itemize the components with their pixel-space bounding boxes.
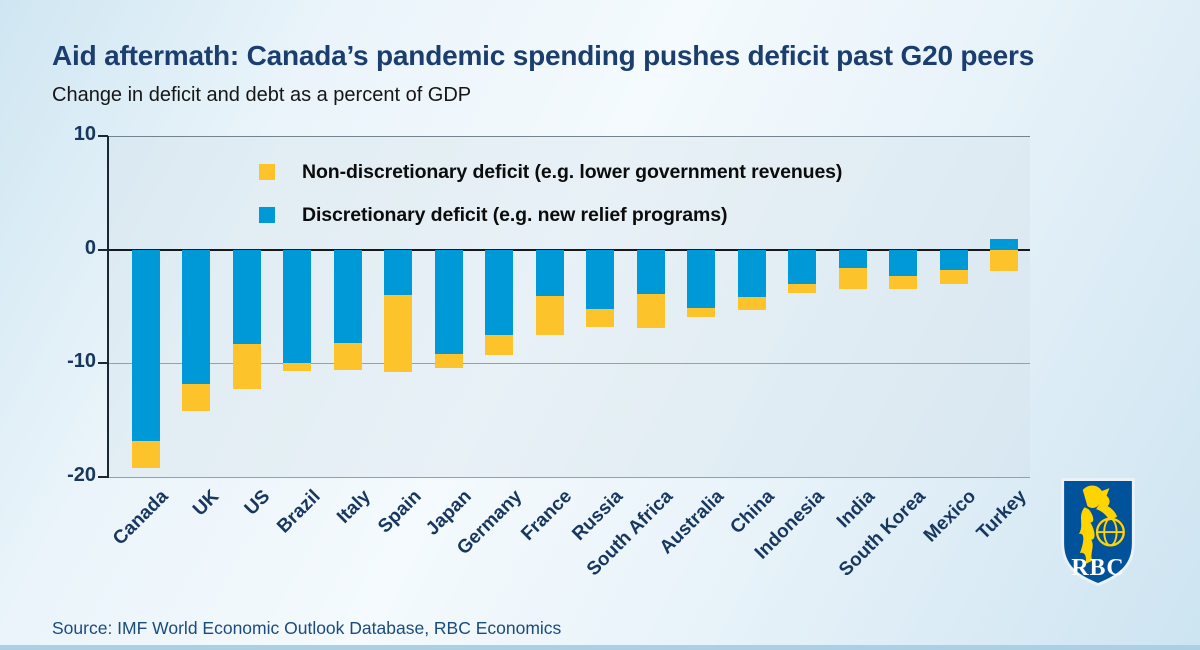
rbc-logo: RBC <box>1056 472 1140 594</box>
source-note: Source: IMF World Economic Outlook Datab… <box>52 618 562 638</box>
non-discretionary-swatch-icon <box>259 164 275 180</box>
bar-australia-non-discretionary <box>687 307 716 317</box>
bar-us-non-discretionary <box>232 344 261 390</box>
x-axis-label-italy: Italy <box>332 486 375 528</box>
page-title: Aid aftermath: Canada’s pandemic spendin… <box>52 40 1035 71</box>
bar-indonesia-discretionary <box>788 249 817 284</box>
bar-germany-discretionary <box>485 249 514 335</box>
y-axis-tick--10 <box>98 362 108 365</box>
bar-germany-non-discretionary <box>485 334 514 356</box>
bar-italy-non-discretionary <box>333 342 362 371</box>
x-axis-label-us: US <box>240 486 274 520</box>
discretionary-swatch-icon <box>259 207 275 223</box>
plot-area <box>108 136 1030 477</box>
y-tick-label-0: 0 <box>84 236 96 259</box>
bar-india-non-discretionary <box>838 267 867 290</box>
y-tick-label-10: 10 <box>73 123 96 145</box>
gridline--20 <box>108 476 1030 478</box>
y-axis-tick-0 <box>98 248 108 251</box>
page-subtitle: Change in deficit and debt as a percent … <box>52 84 472 106</box>
bar-mexico-discretionary <box>939 249 968 271</box>
bar-spain-discretionary <box>384 249 413 296</box>
rbc-shield-icon: RBC <box>1061 478 1135 587</box>
bar-mexico-non-discretionary <box>939 270 968 284</box>
bar-china-discretionary <box>737 249 766 298</box>
x-axis-label-mexico: Mexico <box>919 486 981 547</box>
bar-france-non-discretionary <box>535 296 564 335</box>
legend-item-non-discretionary: Non-discretionary deficit (e.g. lower go… <box>259 160 842 184</box>
y-axis-tick-10 <box>98 135 108 137</box>
bar-japan-discretionary <box>434 249 463 355</box>
y-axis-tick--20 <box>98 476 108 478</box>
legend-label-discretionary: Discretionary deficit (e.g. new relief p… <box>302 203 728 226</box>
bar-indonesia-non-discretionary <box>788 283 817 293</box>
x-axis-label-spain: Spain <box>373 486 426 538</box>
bar-russia-non-discretionary <box>586 308 615 327</box>
bar-china-non-discretionary <box>737 297 766 310</box>
bar-india-discretionary <box>838 249 867 268</box>
bar-japan-non-discretionary <box>434 354 463 368</box>
gridline-0 <box>108 248 1030 251</box>
bar-france-discretionary <box>535 249 564 297</box>
x-axis-label-canada: Canada <box>109 486 173 550</box>
bar-canada-discretionary <box>132 249 160 441</box>
bar-us-discretionary <box>232 249 261 344</box>
gridline-10 <box>108 135 1030 137</box>
x-axis-label-turkey: Turkey <box>972 486 1031 544</box>
bar-south-korea-discretionary <box>889 249 918 276</box>
bottom-edge-strip <box>0 645 1200 650</box>
bar-south-africa-non-discretionary <box>636 293 665 329</box>
bar-brazil-discretionary <box>283 249 312 364</box>
bar-south-africa-discretionary <box>636 249 665 294</box>
bar-italy-discretionary <box>333 249 362 343</box>
bar-turkey-non-discretionary <box>989 249 1018 272</box>
x-axis-label-france: France <box>517 486 577 545</box>
bar-brazil-non-discretionary <box>283 363 312 372</box>
bar-canada-non-discretionary <box>132 440 160 468</box>
y-axis-line <box>107 136 109 478</box>
bar-russia-discretionary <box>586 249 615 309</box>
y-tick-label--10: -10 <box>67 350 96 373</box>
rbc-logo-text: RBC <box>1071 555 1124 581</box>
y-tick-label--20: -20 <box>67 464 96 486</box>
legend-label-non-discretionary: Non-discretionary deficit (e.g. lower go… <box>302 160 843 183</box>
bar-uk-non-discretionary <box>182 383 211 412</box>
x-axis-label-brazil: Brazil <box>272 486 325 538</box>
bar-spain-non-discretionary <box>384 295 413 373</box>
bar-uk-discretionary <box>182 249 211 384</box>
bar-turkey-discretionary <box>989 239 1018 250</box>
legend-item-discretionary: Discretionary deficit (e.g. new relief p… <box>259 203 842 227</box>
gridline--10 <box>108 362 1030 364</box>
x-axis-label-uk: UK <box>189 486 224 521</box>
bar-south-korea-non-discretionary <box>889 275 918 290</box>
rbc-lion-icon <box>1078 485 1118 565</box>
chart-legend: Non-discretionary deficit (e.g. lower go… <box>259 160 842 246</box>
bar-australia-discretionary <box>687 249 716 308</box>
